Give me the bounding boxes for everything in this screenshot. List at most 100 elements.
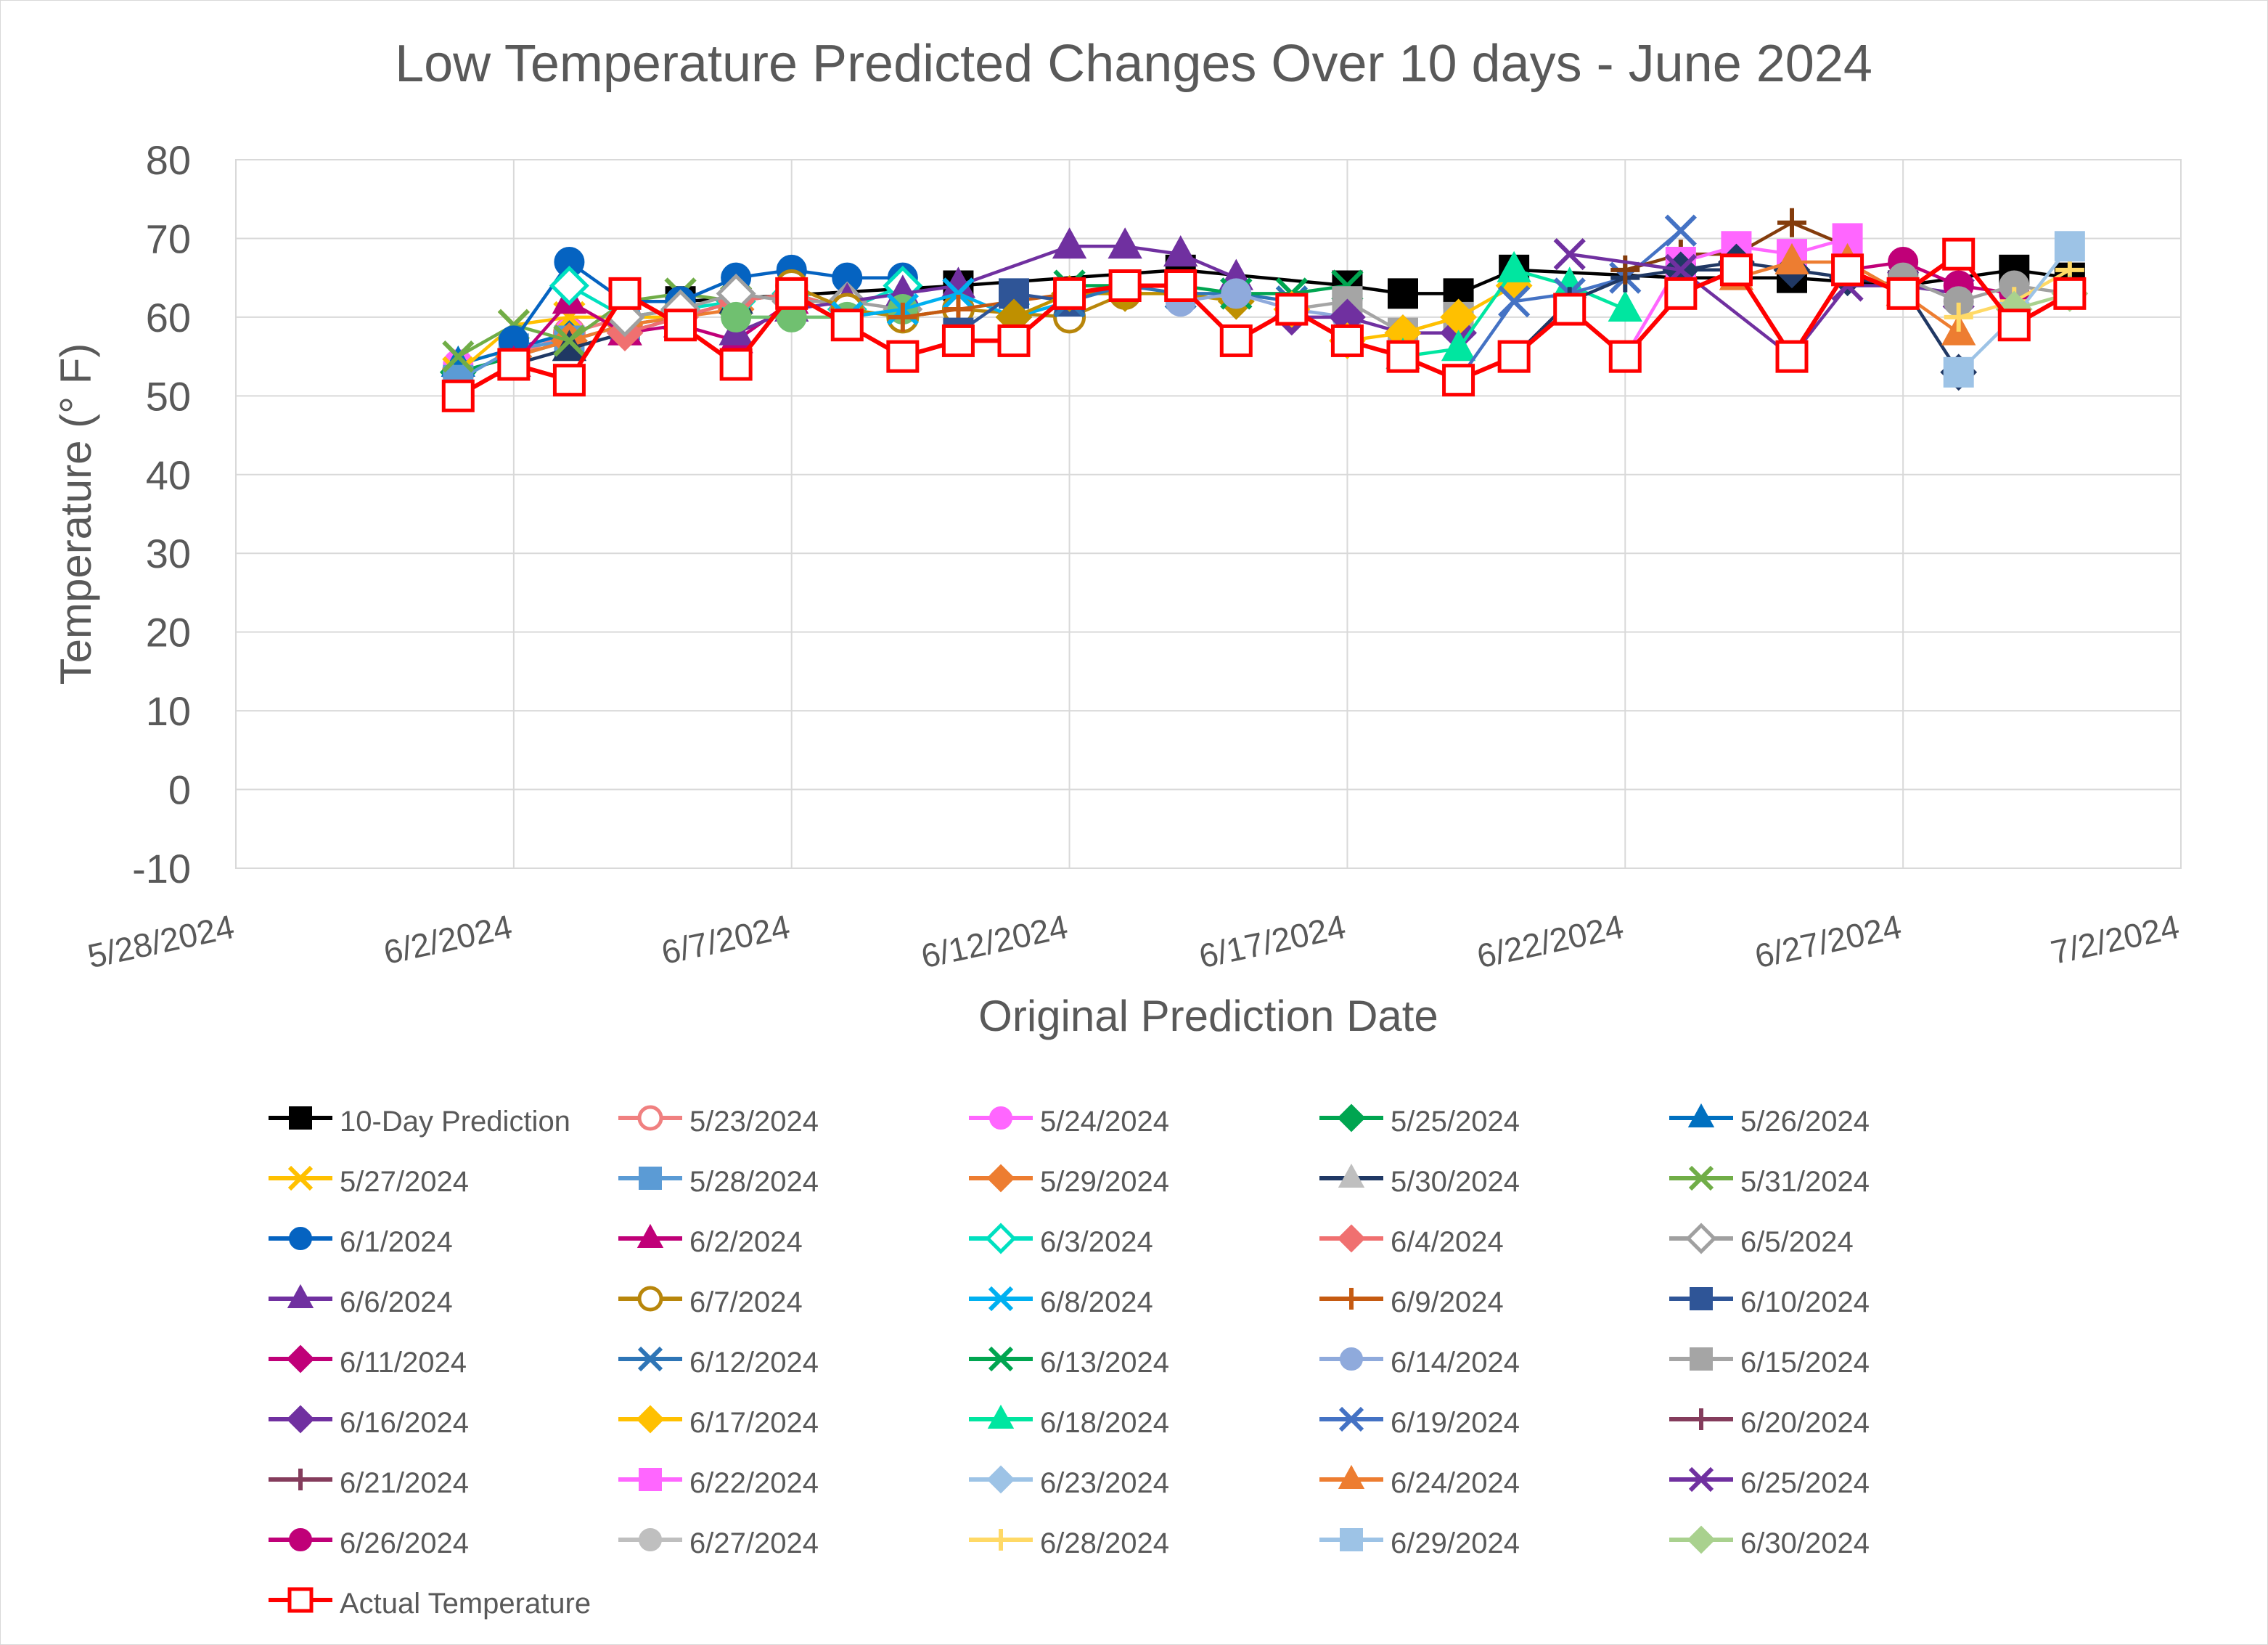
- legend-marker: [985, 1222, 1017, 1254]
- legend-item: 6/11/2024: [269, 1344, 467, 1379]
- legend-item: 5/30/2024: [1319, 1163, 1520, 1198]
- plot-area: [235, 159, 2182, 869]
- actual-temperature-point: [664, 309, 697, 342]
- legend-label: 6/17/2024: [689, 1407, 819, 1439]
- legend-label: 6/24/2024: [1391, 1467, 1520, 1499]
- data-point: [1497, 250, 1531, 282]
- actual-temperature-point: [830, 309, 864, 342]
- y-axis-ticks: 80 70 60 50 40 30 20 10 0 -10: [132, 137, 191, 891]
- legend-label: 6/27/2024: [689, 1527, 819, 1559]
- data-point: [1832, 223, 1863, 254]
- series-line: [1902, 276, 2071, 303]
- legend-marker: [1338, 1163, 1365, 1188]
- legend-marker: [1690, 1287, 1713, 1310]
- legend-label: 6/29/2024: [1391, 1527, 1520, 1559]
- legend-marker: [986, 1465, 1015, 1494]
- data-point: [2054, 231, 2085, 262]
- legend-label: 6/21/2024: [340, 1467, 469, 1499]
- legend-item: 6/24/2024: [1319, 1464, 1520, 1499]
- y-axis-label: Temperature (° F): [52, 343, 100, 685]
- legend-label: 6/7/2024: [689, 1286, 803, 1318]
- legend-item: 5/27/2024: [269, 1165, 469, 1198]
- legend-label: 6/28/2024: [1040, 1527, 1169, 1559]
- actual-temperature-point: [719, 348, 753, 381]
- legend-item: 6/12/2024: [618, 1346, 819, 1379]
- legend-item: 6/1/2024: [269, 1226, 453, 1258]
- legend-label: 6/1/2024: [340, 1226, 453, 1258]
- actual-temperature-point: [1942, 237, 1976, 271]
- legend-item: 6/3/2024: [969, 1222, 1153, 1258]
- actual-temperature-point: [1108, 269, 1142, 303]
- legend-label: 6/18/2024: [1040, 1407, 1169, 1439]
- legend-label: 5/31/2024: [1740, 1166, 1870, 1198]
- legend-marker: [1685, 1222, 1717, 1254]
- legend-label: 6/20/2024: [1740, 1407, 1870, 1439]
- legend-label: 5/28/2024: [689, 1166, 819, 1198]
- legend-marker: [1690, 1347, 1713, 1371]
- legend-marker: [989, 1106, 1012, 1130]
- legend-item: 6/28/2024: [969, 1527, 1169, 1559]
- data-point: [942, 277, 975, 310]
- legend-label: 5/30/2024: [1391, 1166, 1520, 1198]
- legend-item: 6/25/2024: [1669, 1466, 1870, 1499]
- x-axis-label: Original Prediction Date: [978, 992, 1438, 1040]
- legend-item: 5/31/2024: [1669, 1165, 1870, 1198]
- legend-item: 5/23/2024: [618, 1105, 819, 1138]
- actual-temperature-point: [1164, 269, 1198, 303]
- legend-marker: [1687, 1103, 1715, 1127]
- legend-item: 6/9/2024: [1319, 1286, 1504, 1318]
- actual-temperature-point: [1997, 309, 2031, 342]
- actual-temperature-point: [1608, 340, 1642, 373]
- legend-marker: [1340, 1288, 1362, 1310]
- legend-item: 6/30/2024: [1669, 1525, 1870, 1559]
- legend-label: 6/16/2024: [340, 1407, 469, 1439]
- legend-label: 5/26/2024: [1740, 1106, 1870, 1138]
- data-point: [721, 301, 752, 332]
- actual-temperature-point: [941, 324, 975, 357]
- legend-marker: [636, 1223, 664, 1248]
- legend-item: 6/17/2024: [618, 1405, 819, 1439]
- data-point: [1777, 208, 1806, 237]
- legend-item: 5/25/2024: [1319, 1103, 1520, 1138]
- actual-temperature-point: [608, 277, 642, 310]
- actual-temperature-point: [1386, 340, 1420, 373]
- actual-temperature-point: [1553, 293, 1587, 326]
- legend-item: 5/24/2024: [969, 1106, 1169, 1138]
- legend-item: 5/26/2024: [1669, 1103, 1870, 1138]
- legend-label: 6/19/2024: [1391, 1407, 1520, 1439]
- actual-temperature-point: [1219, 324, 1253, 357]
- legend-item: 6/4/2024: [1319, 1224, 1504, 1258]
- legend-label: 6/8/2024: [1040, 1286, 1153, 1318]
- legend-label: 6/13/2024: [1040, 1347, 1169, 1379]
- legend-label: 6/3/2024: [1040, 1226, 1153, 1258]
- legend-label: 6/6/2024: [340, 1286, 453, 1318]
- legend-item: 6/26/2024: [269, 1527, 469, 1559]
- legend-label: 5/27/2024: [340, 1166, 469, 1198]
- data-point: [1608, 290, 1642, 322]
- legend-marker: [289, 1528, 312, 1551]
- legend-item: 5/29/2024: [969, 1164, 1169, 1198]
- y-tick-label: 10: [146, 688, 191, 734]
- legend-marker: [289, 1227, 312, 1250]
- data-point: [553, 324, 586, 357]
- actual-temperature-point: [441, 379, 475, 412]
- actual-temperature-point: [1831, 253, 1864, 287]
- legend-marker: [639, 1468, 662, 1491]
- actual-temperature-point: [1497, 340, 1531, 373]
- legend-marker: [987, 1404, 1015, 1429]
- legend-label: 6/2/2024: [689, 1226, 803, 1258]
- legend-marker: [287, 1165, 314, 1191]
- data-point: [1163, 235, 1198, 267]
- legend-item: 6/29/2024: [1319, 1527, 1520, 1559]
- legend-item: 6/18/2024: [969, 1404, 1169, 1439]
- data-point: [442, 340, 475, 373]
- legend-label: 6/30/2024: [1740, 1527, 1870, 1559]
- legend-item: 6/2/2024: [618, 1223, 803, 1258]
- data-point: [549, 265, 589, 306]
- legend-label: 6/14/2024: [1391, 1347, 1520, 1379]
- legend-marker: [637, 1105, 663, 1131]
- data-point: [1388, 278, 1418, 309]
- data-point: [1944, 302, 1973, 332]
- legend-item: 6/20/2024: [1669, 1407, 1870, 1439]
